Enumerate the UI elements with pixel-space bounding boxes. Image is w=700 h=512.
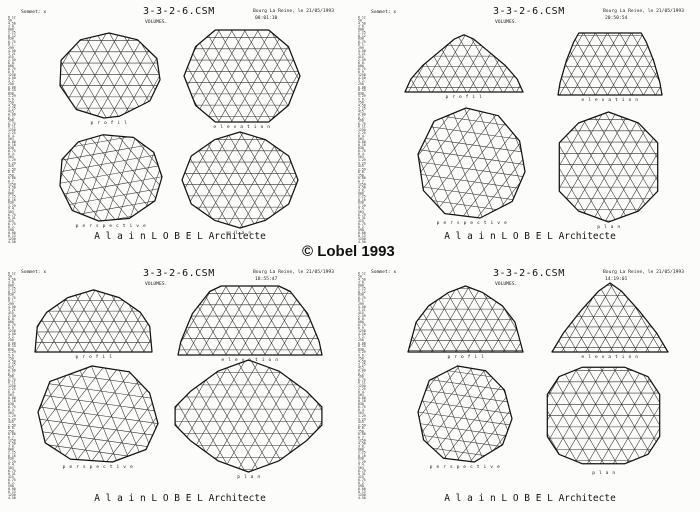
figure-perspective: p e r s p e c t i v e [37, 365, 159, 469]
figure-label: p e r s p e c t i v e [75, 223, 147, 229]
coordinate-listing: 8 1250 4.503 0.000 2.250 12 830 6.750 1.… [8, 16, 16, 244]
coordinate-listing: 8 1250 4.503 0.000 2.250 12 830 6.750 1.… [358, 272, 366, 500]
sheet-title: 3-3-2-6.CSM [143, 6, 215, 17]
sheet-date: Bourg La Reine, le 21/05/1993 [253, 8, 335, 14]
sommet-label: Sommet: x [371, 269, 397, 275]
figure-profil: p r o f i l [34, 288, 153, 359]
sheet-title: 3-3-2-6.CSM [143, 268, 215, 279]
sheet-top-left: 8 1250 4.503 0.000 2.250 12 830 6.750 1.… [0, 0, 350, 256]
figure-elevation: e l e v a t i o n [557, 32, 663, 102]
figure-plan: p l a n [555, 111, 662, 229]
coordinate-listing-text: 8 1250 4.503 0.000 2.250 12 830 6.750 1.… [358, 272, 366, 500]
sommet-label: Sommet: x [21, 269, 47, 275]
sheet-bottom-right: 8 1250 4.503 0.000 2.250 12 830 6.750 1.… [350, 256, 700, 512]
architect-signature: A l a i n L O B E L Architecte [444, 493, 616, 504]
coordinate-listing-text: 8 1250 4.503 0.000 2.250 12 830 6.750 1.… [358, 16, 366, 244]
sheet-date: Bourg La Reine, le 21/05/1993 [603, 8, 685, 14]
figure-label: p r o f i l [445, 94, 483, 100]
figure-plan: p l a n [172, 359, 325, 479]
figure-label: p e r s p e c t i v e [436, 220, 507, 226]
figure-label: e l e v a t i o n [581, 97, 639, 103]
sheet-bottom-left: 8 1250 4.503 0.000 2.250 12 830 6.750 1.… [0, 256, 350, 512]
figure-label: p r o f i l [74, 354, 113, 360]
figure-perspective: p e r s p e c t i v e [417, 365, 513, 469]
sheet-subtitle: VOLUMES. [495, 19, 518, 25]
architect-signature: A l a i n L O B E L Architecte [94, 493, 266, 504]
copyright-watermark: © Lobel 1993 [302, 243, 395, 260]
figure-perspective: p e r s p e c t i v e [59, 133, 163, 228]
figure-elevation: e l e v a t i o n [183, 29, 301, 129]
coordinate-listing: 8 1250 4.503 0.000 2.250 12 830 6.750 1.… [358, 16, 366, 244]
coordinate-listing-text: 8 1250 4.503 0.000 2.250 12 830 6.750 1.… [8, 272, 16, 500]
figure-label: p e r s p e c t i v e [429, 464, 501, 470]
sheet-subtitle: VOLUMES. [145, 19, 168, 25]
sheet-title: 3-3-2-6.CSM [493, 268, 565, 279]
figure-perspective: p e r s p e c t i v e [417, 107, 526, 225]
figure-elevation: e l e v a t i o n [177, 285, 323, 362]
sheet-time: 14:19:01 [605, 276, 628, 282]
figure-label: p r o f i l [446, 354, 485, 360]
sommet-label: Sommet: x [371, 9, 397, 15]
figure-elevation: e l e v a t i o n [551, 282, 669, 359]
figure-profil: p r o f i l [58, 32, 161, 125]
sheet-title: 3-3-2-6.CSM [493, 6, 565, 17]
sheet-time: 18:55:47 [255, 276, 278, 282]
coordinate-listing-text: 8 1250 4.503 0.000 2.250 12 830 6.750 1.… [8, 16, 16, 244]
figure-label: e l e v a t i o n [213, 124, 271, 130]
sheet-time: 20:50:54 [605, 15, 628, 21]
figure-profil: p r o f i l [407, 285, 524, 359]
figure-label: p l a n [236, 474, 261, 480]
sommet-label: Sommet: x [21, 9, 47, 15]
sheet-time: 08:01:10 [255, 15, 278, 21]
figure-label: p l a n [228, 230, 252, 236]
figure-label: p r o f i l [90, 120, 128, 126]
sheet-subtitle: VOLUMES. [495, 281, 518, 287]
figure-label: p e r s p e c t i v e [62, 464, 134, 470]
sheet-date: Bourg La Reine, le 21/05/1993 [253, 269, 335, 275]
figure-label: e l e v a t i o n [221, 357, 279, 363]
figure-label: e l e v a t i o n [581, 354, 639, 360]
figure-plan: p l a n [181, 131, 299, 235]
sheet-subtitle: VOLUMES. [145, 281, 168, 287]
figure-label: p l a n [591, 470, 616, 476]
architect-signature: A l a i n L O B E L Architecte [444, 231, 616, 242]
coordinate-listing: 8 1250 4.503 0.000 2.250 12 830 6.750 1.… [8, 272, 16, 500]
figure-profil: p r o f i l [404, 33, 524, 99]
sheet-date: Bourg La Reine, le 21/05/1993 [603, 269, 685, 275]
architect-signature: A l a i n L O B E L Architecte [94, 231, 266, 242]
figure-plan: p l a n [545, 363, 662, 475]
sheet-top-right: 8 1250 4.503 0.000 2.250 12 830 6.750 1.… [350, 0, 700, 256]
figure-label: p l a n [596, 224, 621, 230]
